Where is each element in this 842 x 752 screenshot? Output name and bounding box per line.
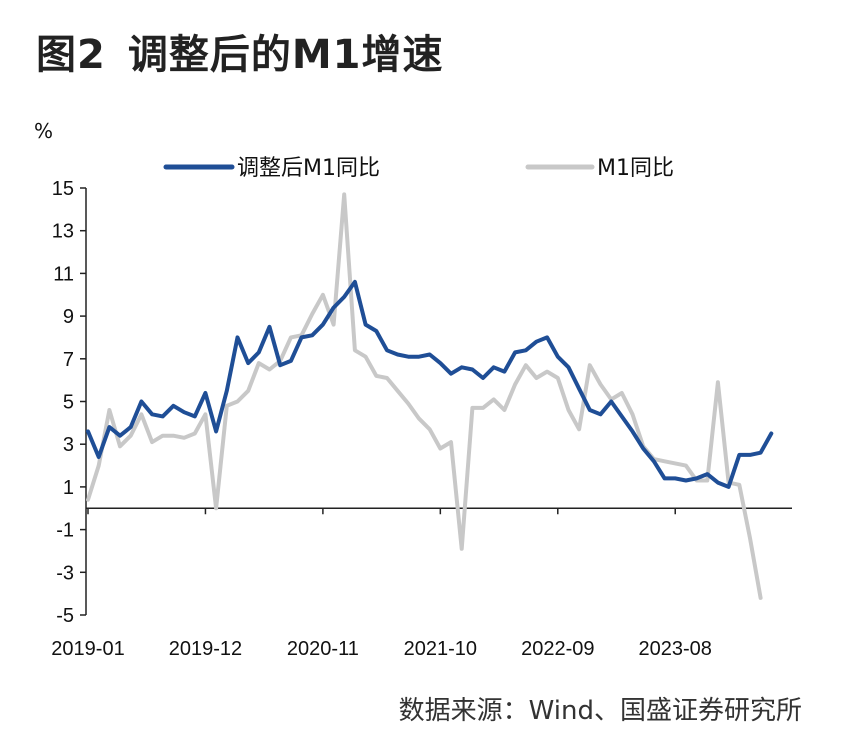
legend: 调整后M1同比 M1同比 <box>163 156 674 181</box>
figure-title-text: 调整后的M1增速 <box>127 32 444 78</box>
legend-label: M1同比 <box>597 156 674 181</box>
series-line-m1 <box>86 192 763 600</box>
y-tick-label: 13 <box>52 221 74 243</box>
x-tick-label: 2022-09 <box>521 638 594 660</box>
x-tick-label: 2020-11 <box>287 638 359 660</box>
figure-number: 图2 <box>36 32 106 78</box>
y-tick-label: 5 <box>63 392 74 414</box>
y-tick-label: -3 <box>56 562 74 584</box>
y-tick-label: 9 <box>63 306 74 328</box>
legend-item-m1: M1同比 <box>525 156 674 181</box>
y-tick-label: 7 <box>63 349 74 371</box>
y-axis-unit: % <box>34 119 53 143</box>
x-tick-label: 2023-08 <box>639 638 712 660</box>
series-layer <box>86 192 774 600</box>
x-tick-label: 2021-10 <box>404 638 477 660</box>
x-tick-label: 2019-12 <box>169 638 242 660</box>
y-tick-label: -1 <box>56 520 74 542</box>
y-tick-label: 3 <box>63 434 74 456</box>
x-tick-label: 2019-01 <box>51 638 124 660</box>
axes: 15 13 11 9 7 5 3 1 -1 -3 -5 2019-01 2019-12 2020-11 20… <box>51 178 792 660</box>
legend-label: 调整后M1同比 <box>237 156 380 181</box>
series-line-adjusted-m1 <box>86 279 774 489</box>
data-source-note: 数据来源：Wind、国盛证券研究所 <box>398 696 802 726</box>
legend-item-adjusted-m1: 调整后M1同比 <box>163 156 380 181</box>
y-tick-label: -5 <box>56 605 74 627</box>
y-tick-label: 11 <box>53 263 74 285</box>
figure-title: 图2 调整后的M1增速 <box>36 22 443 80</box>
y-tick-label: 15 <box>52 178 74 200</box>
y-tick-label: 1 <box>63 477 74 499</box>
